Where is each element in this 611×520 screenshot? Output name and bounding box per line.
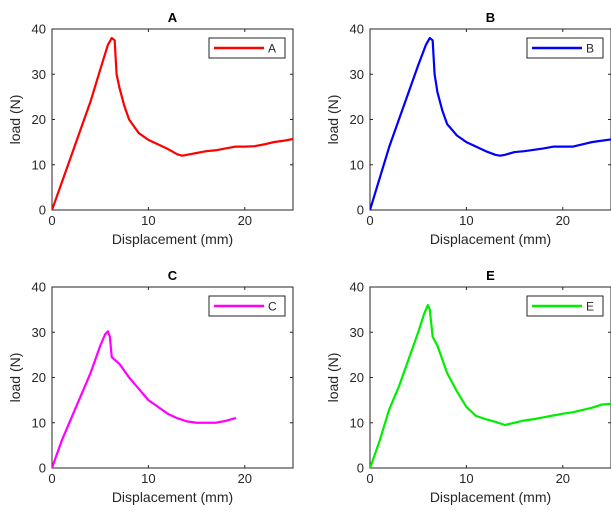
x-tick-label: 0	[48, 213, 55, 228]
chart-panel-2: C 0 10 20 0 10 20 30 40 Displacement (mm) load (N)…	[7, 268, 294, 505]
x-tick-label: 20	[238, 471, 252, 486]
y-tick-label: 20	[350, 370, 364, 385]
series-line-B	[370, 36, 611, 210]
x-axis-label: Displacement (mm)	[430, 231, 551, 247]
x-tick-label: 10	[141, 213, 155, 228]
y-tick-label: 40	[32, 280, 46, 295]
x-axis-label: Displacement (mm)	[430, 489, 551, 505]
y-tick-label: 40	[32, 22, 46, 37]
y-tick-label: 10	[350, 157, 364, 172]
legend-label: E	[586, 300, 594, 314]
x-tick-label: 0	[48, 471, 55, 486]
series-line-C	[52, 330, 237, 468]
y-tick-label: 40	[350, 22, 364, 37]
y-tick-label: 30	[350, 67, 364, 82]
x-axis-label: Displacement (mm)	[112, 231, 233, 247]
y-tick-label: 30	[350, 325, 364, 340]
chart-panel-0: A 0 10 20 0 10 20 30 40 Displacement (mm) load (N)…	[7, 10, 294, 247]
y-axis-label: load (N)	[325, 95, 341, 145]
chart-panel-1: B 0 10 20 0 10 20 30 40 Displacement (mm) load (N)…	[325, 10, 611, 247]
y-tick-label: 0	[357, 461, 364, 476]
y-tick-label: 30	[32, 325, 46, 340]
x-tick-label: 10	[459, 213, 473, 228]
y-tick-label: 10	[32, 415, 46, 430]
y-axis-label: load (N)	[7, 95, 23, 145]
x-tick-label: 0	[366, 213, 373, 228]
y-axis-label: load (N)	[7, 353, 23, 403]
x-tick-label: 10	[459, 471, 473, 486]
x-tick-label: 20	[556, 213, 570, 228]
legend-label: A	[268, 42, 276, 56]
legend-label: C	[268, 300, 277, 314]
chart-title: B	[486, 10, 495, 25]
series-line-E	[370, 304, 611, 468]
plot-area	[369, 28, 611, 211]
plot-area	[369, 286, 611, 469]
y-tick-label: 20	[32, 112, 46, 127]
y-tick-label: 20	[32, 370, 46, 385]
plot-area	[51, 286, 294, 469]
x-tick-label: 0	[366, 471, 373, 486]
y-tick-label: 30	[32, 67, 46, 82]
chart-title: A	[168, 10, 178, 25]
plot-area	[51, 28, 294, 211]
series-line-A	[52, 36, 293, 210]
y-tick-label: 10	[32, 157, 46, 172]
y-tick-label: 40	[350, 280, 364, 295]
x-tick-label: 20	[556, 471, 570, 486]
chart-title: C	[168, 268, 178, 283]
y-tick-label: 20	[350, 112, 364, 127]
x-axis-label: Displacement (mm)	[112, 489, 233, 505]
x-tick-label: 20	[238, 213, 252, 228]
x-tick-label: 10	[141, 471, 155, 486]
legend-label: B	[586, 42, 594, 56]
y-tick-label: 0	[39, 203, 46, 218]
y-tick-label: 0	[39, 461, 46, 476]
y-tick-label: 0	[357, 203, 364, 218]
y-axis-label: load (N)	[325, 353, 341, 403]
chart-title: E	[486, 268, 495, 283]
y-tick-label: 10	[350, 415, 364, 430]
chart-panel-3: E 0 10 20 0 10 20 30 40 Displacement (mm) load (N)…	[325, 268, 611, 505]
